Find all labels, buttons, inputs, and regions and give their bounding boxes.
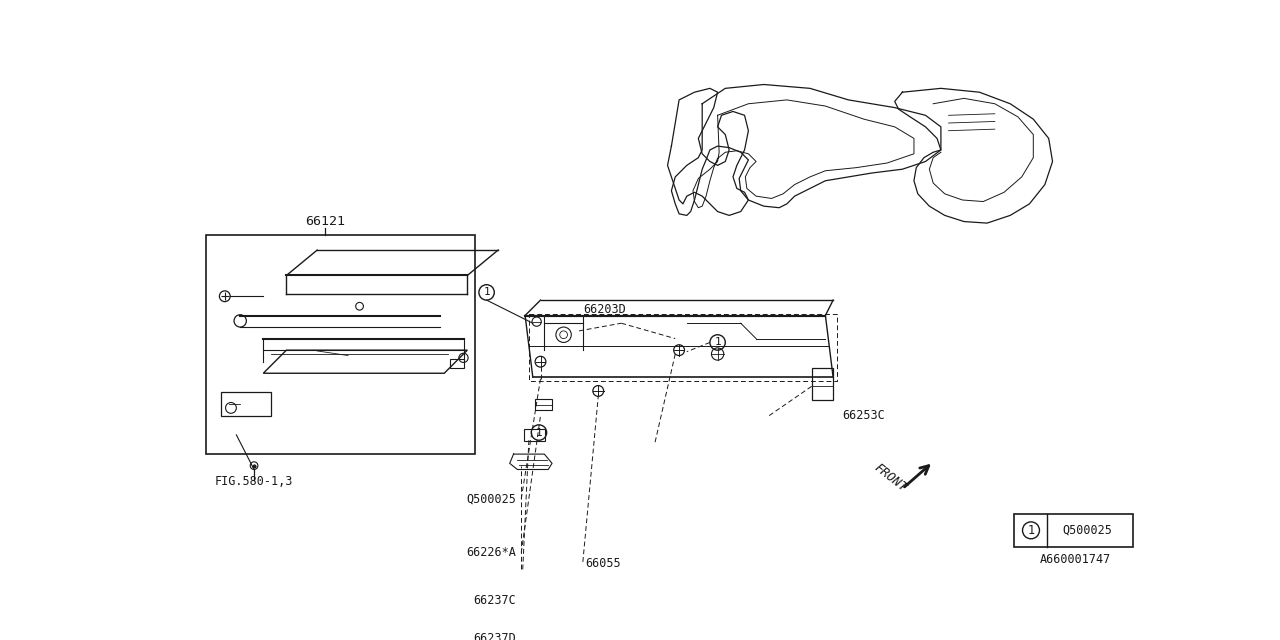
Text: Q500025: Q500025	[1062, 524, 1112, 537]
Text: FIG.580-1,3: FIG.580-1,3	[215, 474, 293, 488]
Text: 66253C: 66253C	[842, 409, 884, 422]
Text: 66226*A: 66226*A	[466, 546, 516, 559]
Bar	[451, 358, 465, 368]
Text: 1: 1	[535, 428, 543, 438]
Bar	[535, 399, 552, 410]
Text: 66237C: 66237C	[474, 594, 516, 607]
Bar	[206, 235, 475, 454]
Text: 1: 1	[484, 287, 490, 298]
Text: 1: 1	[1028, 524, 1034, 537]
Text: 66237D: 66237D	[474, 632, 516, 640]
Text: A660001747: A660001747	[1041, 553, 1111, 566]
Text: 66055: 66055	[585, 557, 621, 570]
Bar	[1014, 514, 1133, 547]
Text: 66203D: 66203D	[582, 303, 626, 316]
Text: FRONT: FRONT	[872, 461, 910, 494]
Bar	[524, 429, 545, 441]
Bar	[221, 392, 271, 415]
Bar	[812, 368, 833, 400]
Text: 66121: 66121	[305, 215, 344, 228]
Text: 1: 1	[714, 337, 721, 348]
Text: Q500025: Q500025	[466, 492, 516, 505]
